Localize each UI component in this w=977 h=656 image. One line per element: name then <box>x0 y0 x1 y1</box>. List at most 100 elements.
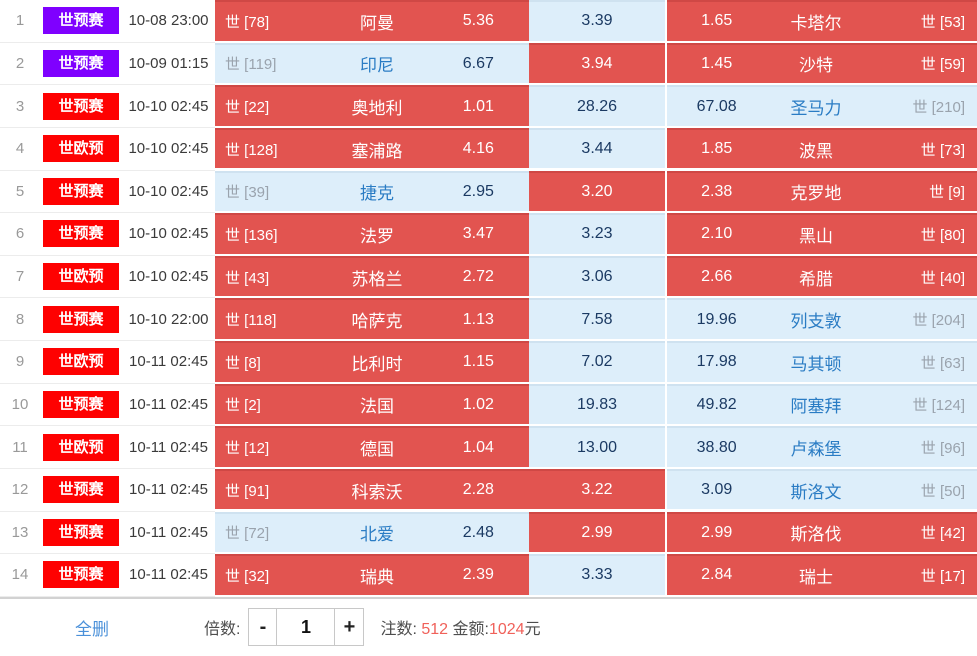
away-rank: 世 [17] <box>920 567 965 585</box>
away-team-name: 沙特 <box>798 56 833 76</box>
row-number: 14 <box>0 554 40 597</box>
league-badge-cell: 世预赛 <box>40 511 122 555</box>
row-number: 12 <box>0 468 40 512</box>
home-pick-cell[interactable]: 世 [128] 塞浦路 4.16 <box>215 127 529 169</box>
away-pick-cell[interactable]: 1.45 沙特 世 [59] <box>667 42 977 84</box>
table-row: 8 世预赛 10-10 22:00 世 [118] 哈萨克 1.13 7.58 … <box>0 298 977 341</box>
home-pick-cell[interactable]: 世 [78] 阿曼 5.36 <box>215 0 529 41</box>
table-row: 2 世预赛 10-09 01:15 世 [119] 印尼 6.67 3.94 1… <box>0 42 977 86</box>
row-number: 9 <box>0 341 40 384</box>
away-team-name: 瑞士 <box>798 567 833 587</box>
away-pick-cell[interactable]: 38.80 卢森堡 世 [96] <box>667 426 977 467</box>
draw-odds: 3.39 <box>581 12 613 30</box>
away-pick-cell[interactable]: 67.08 圣马力 世 [210] <box>667 85 977 126</box>
league-badge: 世欧预 <box>43 263 119 291</box>
league-badge-cell: 世欧预 <box>40 426 122 469</box>
home-pick-cell[interactable]: 世 [8] 比利时 1.15 <box>215 341 529 382</box>
draw-pick-cell[interactable]: 13.00 <box>529 426 665 467</box>
away-pick-cell[interactable]: 1.85 波黑 世 [73] <box>667 127 977 169</box>
away-team-name: 阿塞拜 <box>790 397 842 417</box>
home-team-name: 法国 <box>359 397 394 417</box>
draw-odds: 3.33 <box>581 566 613 584</box>
away-rank: 世 [204] <box>912 312 965 330</box>
draw-pick-cell[interactable]: 7.02 <box>529 341 665 382</box>
home-odds: 1.04 <box>462 438 494 456</box>
draw-pick-cell[interactable]: 2.99 <box>529 511 665 553</box>
home-pick-cell[interactable]: 世 [39] 捷克 2.95 <box>215 170 529 212</box>
home-odds: 2.48 <box>462 523 494 541</box>
away-pick-cell[interactable]: 2.10 黑山 世 [80] <box>667 213 977 254</box>
match-time: 10-10 02:45 <box>122 255 215 299</box>
away-pick-cell[interactable]: 17.98 马其顿 世 [63] <box>667 341 977 382</box>
draw-pick-cell[interactable]: 7.58 <box>529 298 665 339</box>
home-odds: 6.67 <box>462 54 494 72</box>
match-time: 10-11 02:45 <box>122 383 215 427</box>
league-badge-cell: 世预赛 <box>40 468 122 512</box>
draw-odds: 2.99 <box>581 523 613 541</box>
away-pick-cell[interactable]: 2.38 克罗地 世 [9] <box>667 170 977 212</box>
away-team-name: 卡塔尔 <box>790 13 842 33</box>
draw-pick-cell[interactable]: 3.33 <box>529 554 665 595</box>
away-pick-cell[interactable]: 2.84 瑞士 世 [17] <box>667 554 977 595</box>
delete-all-link[interactable]: 全删 <box>75 619 109 639</box>
home-pick-cell[interactable]: 世 [72] 北爱 2.48 <box>215 511 529 553</box>
draw-pick-cell[interactable]: 3.20 <box>529 170 665 212</box>
home-rank: 世 [43] <box>225 269 270 287</box>
away-odds: 49.82 <box>696 395 737 413</box>
away-team-name: 斯洛文 <box>790 482 842 502</box>
home-pick-cell[interactable]: 世 [118] 哈萨克 1.13 <box>215 298 529 339</box>
league-badge-cell: 世欧预 <box>40 255 122 299</box>
bets-count: 512 <box>421 621 449 639</box>
home-pick-cell[interactable]: 世 [91] 科索沃 2.28 <box>215 468 529 510</box>
home-pick-cell[interactable]: 世 [12] 德国 1.04 <box>215 426 529 467</box>
draw-pick-cell[interactable]: 19.83 <box>529 383 665 425</box>
table-row: 13 世预赛 10-11 02:45 世 [72] 北爱 2.48 2.99 2… <box>0 511 977 555</box>
draw-pick-cell[interactable]: 3.06 <box>529 255 665 297</box>
home-odds: 5.36 <box>462 12 494 30</box>
home-pick-cell[interactable]: 世 [136] 法罗 3.47 <box>215 213 529 254</box>
match-time: 10-10 02:45 <box>122 85 215 128</box>
footer-bar: 全删 倍数: - 1 + 注数: 512 金额:1024元 <box>0 596 977 656</box>
home-team-name: 印尼 <box>359 56 394 76</box>
home-pick-cell[interactable]: 世 [43] 苏格兰 2.72 <box>215 255 529 297</box>
plus-button[interactable]: + <box>343 615 356 638</box>
minus-button[interactable]: - <box>249 609 278 646</box>
home-pick-cell[interactable]: 世 [119] 印尼 6.67 <box>215 42 529 84</box>
league-badge: 世预赛 <box>43 220 119 248</box>
league-badge: 世欧预 <box>43 135 119 163</box>
home-team-name: 瑞典 <box>359 567 394 587</box>
draw-pick-cell[interactable]: 3.44 <box>529 127 665 169</box>
draw-pick-cell[interactable]: 3.39 <box>529 0 665 41</box>
row-number: 8 <box>0 298 40 341</box>
away-rank: 世 [210] <box>912 99 965 117</box>
away-team-name: 马其顿 <box>790 354 842 374</box>
draw-odds: 3.22 <box>581 481 613 499</box>
away-pick-cell[interactable]: 1.65 卡塔尔 世 [53] <box>667 0 977 41</box>
away-pick-cell[interactable]: 19.96 列支敦 世 [204] <box>667 298 977 339</box>
home-rank: 世 [32] <box>225 567 270 585</box>
league-badge-cell: 世预赛 <box>40 85 122 128</box>
away-pick-cell[interactable]: 2.99 斯洛伐 世 [42] <box>667 511 977 553</box>
amount-label: 金额: <box>452 621 489 639</box>
away-pick-cell[interactable]: 49.82 阿塞拜 世 [124] <box>667 383 977 425</box>
away-rank: 世 [59] <box>920 56 965 74</box>
home-odds: 3.47 <box>462 225 494 243</box>
home-pick-cell[interactable]: 世 [32] 瑞典 2.39 <box>215 554 529 595</box>
draw-pick-cell[interactable]: 28.26 <box>529 85 665 126</box>
draw-pick-cell[interactable]: 3.22 <box>529 468 665 510</box>
away-pick-cell[interactable]: 3.09 斯洛文 世 [50] <box>667 468 977 510</box>
away-team-name: 波黑 <box>798 141 833 161</box>
draw-pick-cell[interactable]: 3.23 <box>529 213 665 254</box>
row-number: 13 <box>0 511 40 555</box>
draw-odds: 13.00 <box>576 438 618 456</box>
draw-pick-cell[interactable]: 3.94 <box>529 42 665 84</box>
away-pick-cell[interactable]: 2.66 希腊 世 [40] <box>667 255 977 297</box>
draw-odds: 3.23 <box>581 225 613 243</box>
home-pick-cell[interactable]: 世 [22] 奥地利 1.01 <box>215 85 529 126</box>
home-pick-cell[interactable]: 世 [2] 法国 1.02 <box>215 383 529 425</box>
match-table: 1 世预赛 10-08 23:00 世 [78] 阿曼 5.36 3.39 1.… <box>0 0 977 597</box>
match-time: 10-11 02:45 <box>122 511 215 555</box>
draw-odds: 3.20 <box>581 182 613 200</box>
home-rank: 世 [22] <box>225 99 270 117</box>
